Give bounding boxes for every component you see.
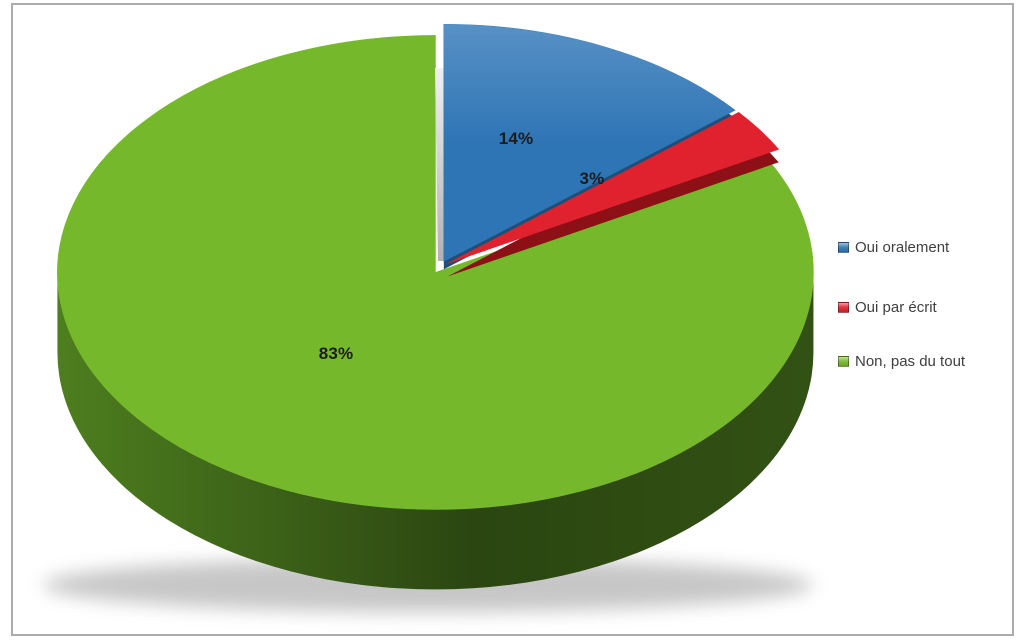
data-label-non-pas-du-tout: 83%	[318, 344, 354, 363]
legend-item-non-pas-du-tout[interactable]: Non, pas du tout	[838, 354, 965, 369]
pie-3d	[43, 23, 814, 612]
slice-top-non-pas-du-tout[interactable]	[57, 35, 814, 510]
slice-side-shading	[57, 272, 814, 590]
legend-swatch-blue-icon	[838, 242, 849, 253]
slice-sheen	[443, 24, 736, 262]
data-label-oui-oralement: 14%	[498, 129, 534, 148]
data-label-oui-par-ecrit: 3%	[579, 169, 605, 188]
legend-swatch-red-icon	[838, 302, 849, 313]
slice-top-oui-par-ecrit[interactable]	[447, 112, 780, 264]
legend-item-oui-oralement[interactable]: Oui oralement	[838, 240, 949, 255]
legend-label: Oui par écrit	[855, 299, 937, 316]
legend-label: Non, pas du tout	[855, 353, 966, 370]
legend-swatch-green-icon	[838, 356, 849, 367]
legend-label: Oui oralement	[855, 239, 950, 256]
legend-item-oui-par-ecrit[interactable]: Oui par écrit	[838, 300, 937, 315]
